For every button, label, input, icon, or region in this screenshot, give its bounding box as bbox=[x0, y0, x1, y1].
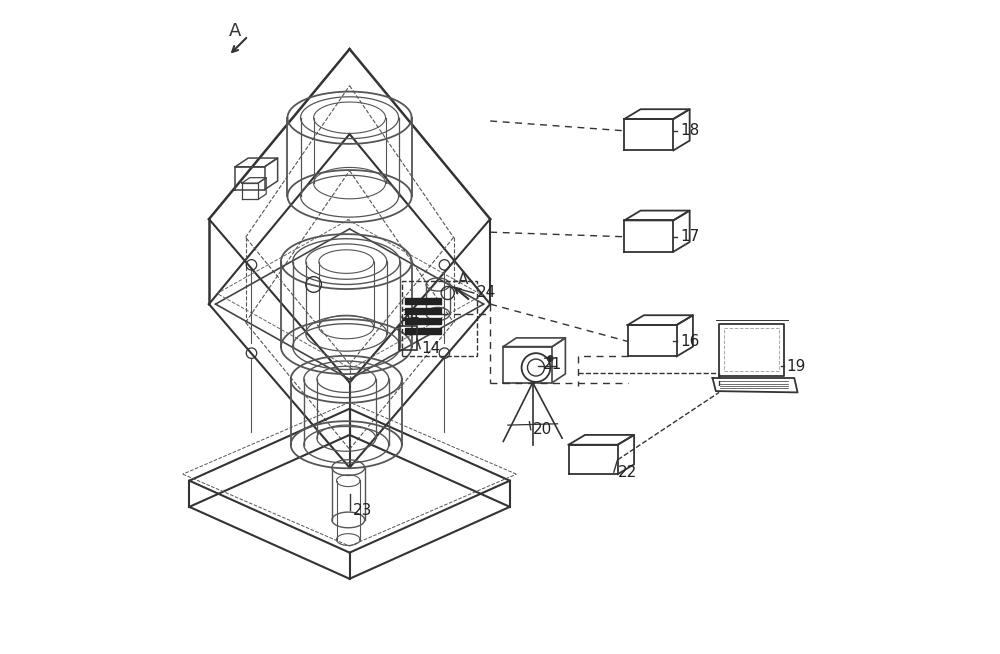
Bar bbox=[402, 281, 477, 356]
Text: 23: 23 bbox=[353, 503, 372, 517]
Text: 22: 22 bbox=[618, 465, 637, 479]
Bar bbox=[399, 326, 417, 350]
Text: 17: 17 bbox=[680, 230, 699, 244]
Circle shape bbox=[548, 356, 553, 361]
Text: 20: 20 bbox=[533, 422, 552, 437]
Text: A: A bbox=[457, 273, 468, 288]
Bar bbox=[405, 298, 441, 304]
Text: 18: 18 bbox=[680, 124, 699, 138]
Bar bbox=[405, 318, 441, 324]
Text: 21: 21 bbox=[543, 358, 562, 372]
Text: 24: 24 bbox=[477, 286, 496, 300]
Bar bbox=[405, 308, 441, 314]
Bar bbox=[405, 328, 441, 334]
Text: 14: 14 bbox=[422, 341, 441, 356]
Text: 16: 16 bbox=[680, 334, 699, 349]
Text: 34: 34 bbox=[401, 309, 420, 324]
Text: A: A bbox=[229, 22, 241, 40]
Text: 19: 19 bbox=[786, 359, 806, 373]
